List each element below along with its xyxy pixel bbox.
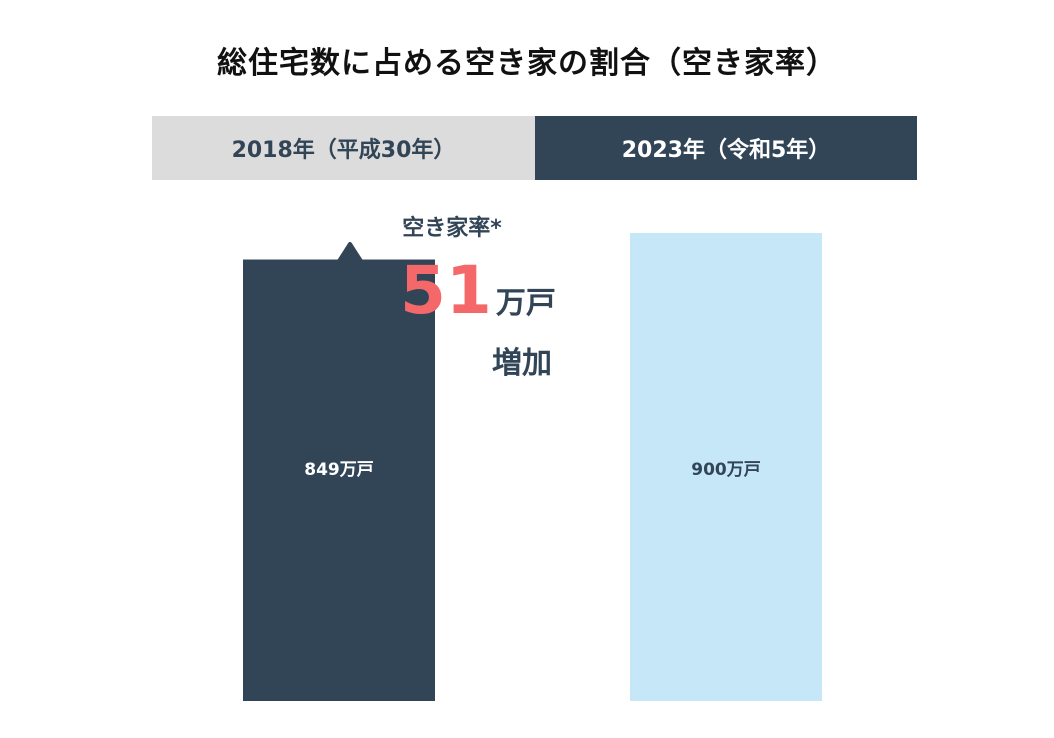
double-arrow-vertical-icon — [330, 242, 370, 356]
bar-label-2023: 900万戸 — [691, 460, 761, 480]
vacancy-rate-label: 空き家率* — [402, 216, 502, 241]
increase-word: 増加 — [492, 346, 552, 381]
header-2023: 2023年（令和5年） — [535, 116, 917, 180]
increase-value: 51 — [400, 252, 492, 329]
chart-title: 総住宅数に占める空き家の割合（空き家率） — [217, 46, 837, 81]
bar-2023 — [630, 233, 822, 701]
increase-annotation: 51 万戸 — [400, 258, 556, 324]
bar-label-2018: 849万戸 — [304, 460, 374, 480]
header-2018: 2018年（平成30年） — [152, 116, 535, 180]
increase-unit: 万戸 — [495, 286, 556, 321]
